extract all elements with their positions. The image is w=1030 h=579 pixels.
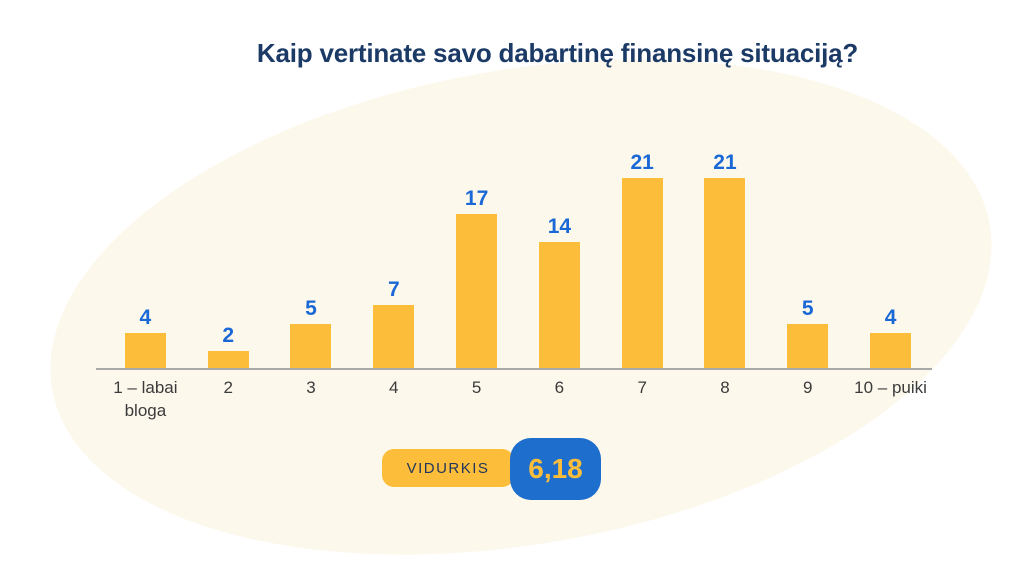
bar-column: 17 [435, 188, 518, 369]
bar-column: 14 [518, 216, 601, 369]
bar-column: 5 [766, 298, 849, 369]
bar-value-label: 2 [222, 324, 235, 347]
average-label-pill: VIDURKIS [382, 449, 514, 487]
bar [538, 242, 580, 369]
bar [124, 333, 166, 369]
bar [373, 305, 415, 369]
average-label: VIDURKIS [406, 459, 490, 477]
bar [621, 178, 663, 369]
x-axis-label: 4 [389, 378, 399, 397]
bar-column: 4 [104, 307, 187, 369]
x-axis-label: 9 [803, 378, 813, 397]
bar [787, 324, 829, 369]
bar-column: 4 [849, 307, 932, 369]
bar [207, 351, 249, 369]
bar-value-label: 4 [139, 306, 152, 329]
bar-value-label: 21 [713, 151, 737, 174]
bar [456, 214, 498, 369]
bar-value-label: 7 [387, 278, 400, 301]
x-axis-labels: 1 – labai bloga 2 3 4 5 6 7 8 9 10 – puiki [104, 376, 932, 422]
average-value-pill: 6,18 [510, 438, 601, 500]
bar-value-label: 14 [547, 215, 572, 238]
x-axis-label: 2 [223, 378, 233, 397]
bar-column: 21 [601, 152, 684, 369]
bar-column: 5 [270, 298, 353, 369]
bar-value-label: 5 [305, 297, 317, 320]
bar-value-label: 4 [884, 306, 897, 329]
chart-title: Kaip vertinate savo dabartinę finansinę … [256, 38, 859, 68]
bar-value-label: 17 [464, 187, 489, 210]
x-axis-label: 10 – puiki [854, 378, 927, 397]
x-axis-line [96, 368, 932, 370]
bar-value-label: 5 [801, 297, 814, 320]
bar [870, 333, 912, 369]
bar [290, 324, 332, 369]
x-axis-label: 3 [306, 378, 316, 397]
x-axis-label: 7 [637, 378, 647, 397]
bar-column: 2 [187, 325, 270, 369]
bar-column: 21 [684, 152, 767, 369]
x-axis-label: 5 [471, 378, 482, 397]
bar-chart: 4 2 5 7 17 14 21 21 5 4 [104, 140, 932, 369]
x-axis-label: 1 – labai bloga [113, 378, 178, 420]
x-axis-label: 8 [720, 378, 730, 397]
bar-value-label: 21 [630, 151, 654, 174]
bar [704, 178, 746, 369]
x-axis-label: 6 [554, 378, 565, 397]
bar-column: 7 [352, 279, 435, 369]
average-value: 6,18 [528, 453, 583, 484]
